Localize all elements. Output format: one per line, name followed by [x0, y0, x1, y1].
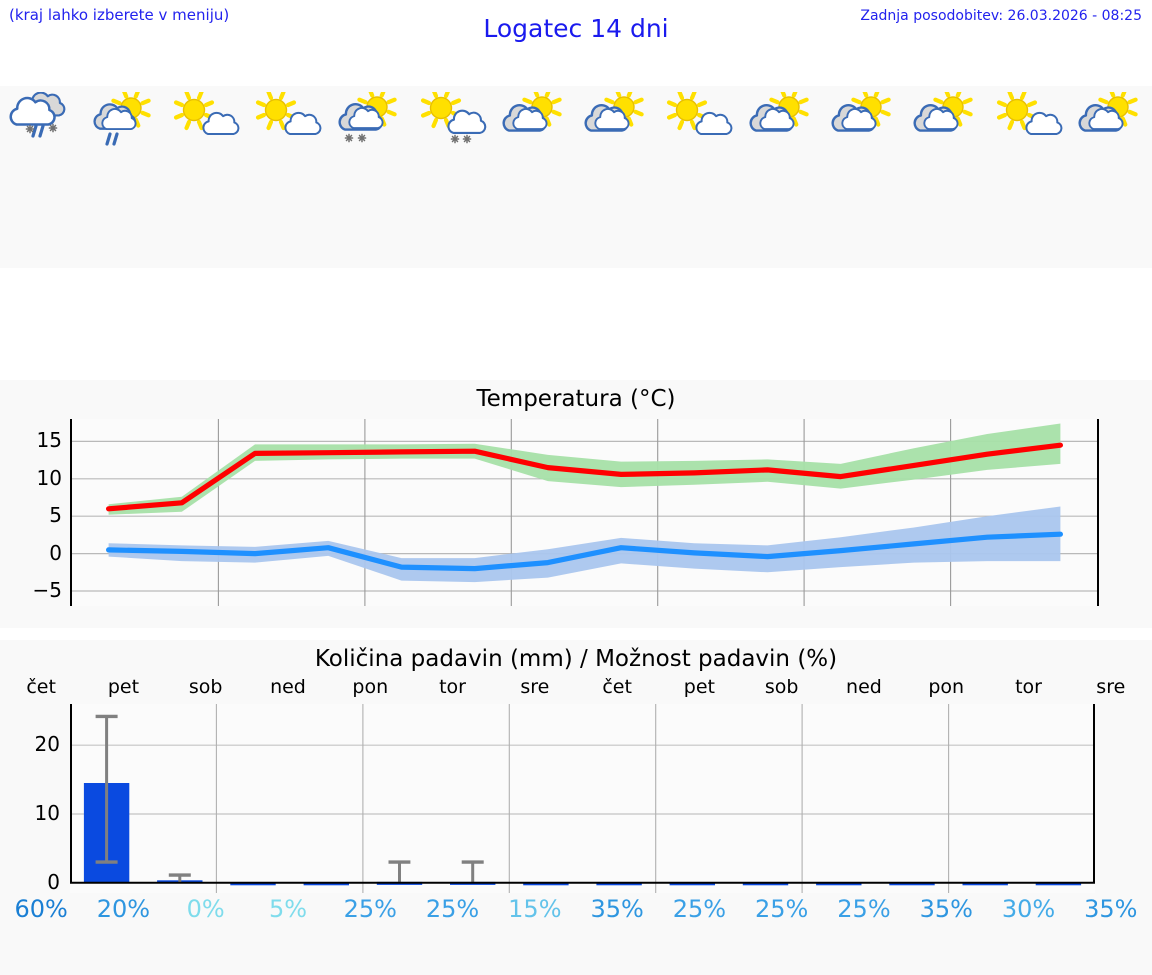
sun-cloud-rain-icon [85, 92, 161, 150]
precipitation-probability: 25% [343, 895, 397, 923]
sun-cloud-right-snow-icon [415, 92, 491, 150]
temperature-y-tick: 15 [36, 428, 62, 453]
precipitation-probability: 25% [425, 895, 480, 923]
precipitation-probability: 15% [508, 895, 562, 923]
precipitation-chart-title: Količina padavin (mm) / Možnost padavin … [314, 646, 838, 672]
sun-cloud-icon [497, 92, 573, 150]
sun-cloud-right-icon [168, 92, 244, 150]
precipitation-probability: 20% [96, 895, 151, 923]
temperature-y-tick: 0 [49, 540, 62, 565]
precipitation-y-tick: 20 [34, 732, 60, 757]
precipitation-day-labels: čet pet sob ned pon tor sre čet pet sob ned pon tor s… [0, 676, 1152, 702]
precipitation-day-label: tor [1015, 676, 1042, 698]
sun-cloud-right-icon [250, 92, 326, 150]
precipitation-probability: 35% [919, 895, 973, 923]
precipitation-chart-panel: Količina padavin (mm) / Možnost padavin … [0, 640, 1152, 975]
day-column [823, 86, 905, 268]
precipitation-y-tick: 10 [34, 800, 60, 825]
day-column [247, 86, 329, 268]
precipitation-day-label: tor [439, 676, 466, 698]
precipitation-probability: 0% [186, 895, 225, 923]
precipitation-probability: 35% [590, 895, 644, 923]
day-column [82, 86, 164, 268]
temperature-y-tick: 10 [36, 465, 62, 490]
sun-cloud-icon [579, 92, 655, 150]
precipitation-day-label: pet [683, 676, 715, 698]
day-column [411, 86, 493, 268]
daily-forecast-strip [0, 86, 1152, 268]
day-column [576, 86, 658, 268]
menu-hint-link[interactable]: (kraj lahko izberete v meniju) [9, 6, 230, 24]
temperature-chart-title: Temperatura (°C) [476, 386, 676, 412]
day-column [165, 86, 247, 268]
sun-cloud-icon [826, 92, 902, 150]
precipitation-day-label: pon [928, 676, 965, 698]
sun-cloud-right-icon [661, 92, 737, 150]
precipitation-day-label: čet [26, 676, 56, 698]
daily-forecast-grid [0, 86, 1152, 268]
precipitation-day-label: sre [1096, 676, 1126, 698]
precipitation-day-label: ned [846, 676, 882, 698]
precipitation-day-label: sob [188, 676, 223, 698]
sun-cloud-icon [744, 92, 820, 150]
last-update-label: Zadnja posodobitev: 26.03.2026 - 08:25 [860, 8, 1142, 24]
day-column [741, 86, 823, 268]
precipitation-day-label: pon [352, 676, 389, 698]
precipitation-probability: 5% [268, 895, 308, 923]
precipitation-day-label: čet [602, 676, 632, 698]
day-column [905, 86, 987, 268]
day-column [987, 86, 1069, 268]
page-title: Logatec 14 dni [483, 14, 669, 43]
precipitation-probability: 25% [755, 895, 809, 923]
day-column [329, 86, 411, 268]
precipitation-day-label: sre [520, 676, 550, 698]
precipitation-probability: 60% [14, 895, 68, 923]
sun-cloud-snow-icon [332, 92, 408, 150]
precipitation-probability: 25% [837, 895, 891, 923]
precipitation-plot-area [70, 704, 1095, 893]
day-column [658, 86, 740, 268]
temperature-y-tick: −5 [32, 578, 62, 603]
precipitation-probability: 30% [1001, 895, 1056, 923]
day-column [1070, 86, 1152, 268]
sun-cloud-right-icon [991, 92, 1067, 150]
temperature-plot-area [70, 419, 1099, 606]
cloud-rain-snow-icon [3, 92, 79, 150]
precipitation-day-label: sob [764, 676, 799, 698]
page-header: (kraj lahko izberete v meniju) Logatec 1… [0, 0, 1152, 60]
precipitation-day-label: ned [270, 676, 306, 698]
sun-cloud-icon [908, 92, 984, 150]
precipitation-probability-row: 60% 20% 0% 5% 25% 25% 15% 35% 25% 25% 25% 35% 30% 35% [0, 895, 1152, 935]
day-column [494, 86, 576, 268]
precipitation-y-tick: 0 [47, 869, 60, 894]
precipitation-probability: 35% [1084, 895, 1138, 923]
sun-cloud-icon [1073, 92, 1149, 150]
day-column [0, 86, 82, 268]
precipitation-day-label: pet [107, 676, 140, 698]
precipitation-probability: 25% [672, 895, 727, 923]
temperature-y-tick: 5 [49, 503, 62, 528]
